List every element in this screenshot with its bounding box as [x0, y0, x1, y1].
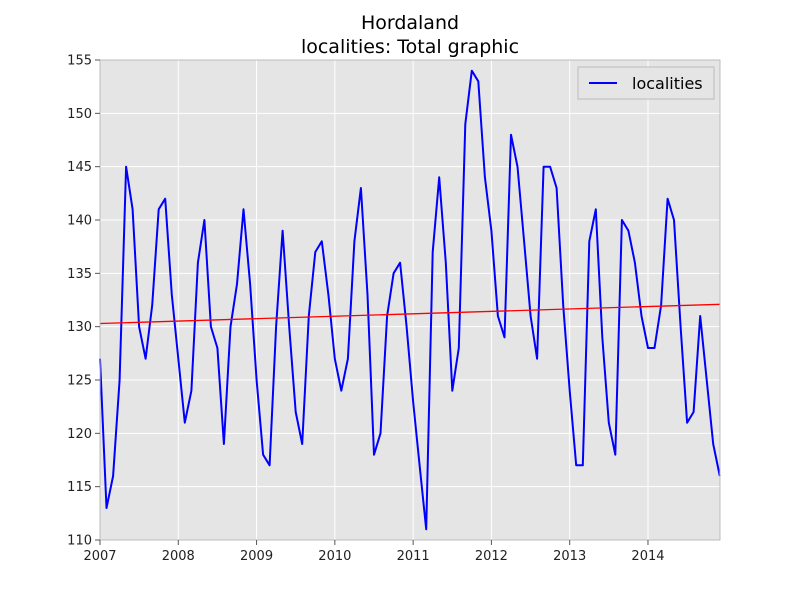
axis-ticks: 110 115 120 125 130 135 140 145 150 155 2007 2008 20… — [67, 54, 664, 565]
y-tick-label: 125 — [67, 374, 92, 389]
x-tick-label: 2011 — [397, 549, 430, 564]
x-tick-label: 2007 — [83, 549, 116, 564]
x-tick-label: 2012 — [475, 549, 508, 564]
x-tick-label: 2013 — [553, 549, 586, 564]
y-tick-label: 155 — [67, 54, 92, 69]
x-tick-label: 2010 — [318, 549, 351, 564]
y-tick-label: 145 — [67, 160, 92, 175]
x-tick-label: 2014 — [631, 549, 664, 564]
x-tick-label: 2009 — [240, 549, 273, 564]
plot-area — [100, 60, 720, 540]
x-tick-label: 2008 — [162, 549, 195, 564]
chart-subtitle: localities: Total graphic — [300, 36, 520, 58]
y-tick-label: 135 — [67, 267, 92, 282]
series-layer — [99, 69, 721, 531]
y-tick-label: 150 — [67, 107, 92, 122]
y-tick-label: 115 — [67, 480, 92, 495]
y-tick-label: 110 — [67, 534, 92, 549]
legend: localities — [577, 66, 715, 100]
legend-label-localities: localities — [632, 74, 703, 93]
y-tick-label: 130 — [67, 320, 92, 335]
trend-line — [99, 303, 721, 325]
y-tick-label: 140 — [67, 214, 92, 229]
y-tick-label: 120 — [67, 427, 92, 442]
plot-border — [99, 59, 721, 541]
chart-title: Hordaland — [360, 12, 460, 34]
series-line-localities — [99, 69, 721, 531]
